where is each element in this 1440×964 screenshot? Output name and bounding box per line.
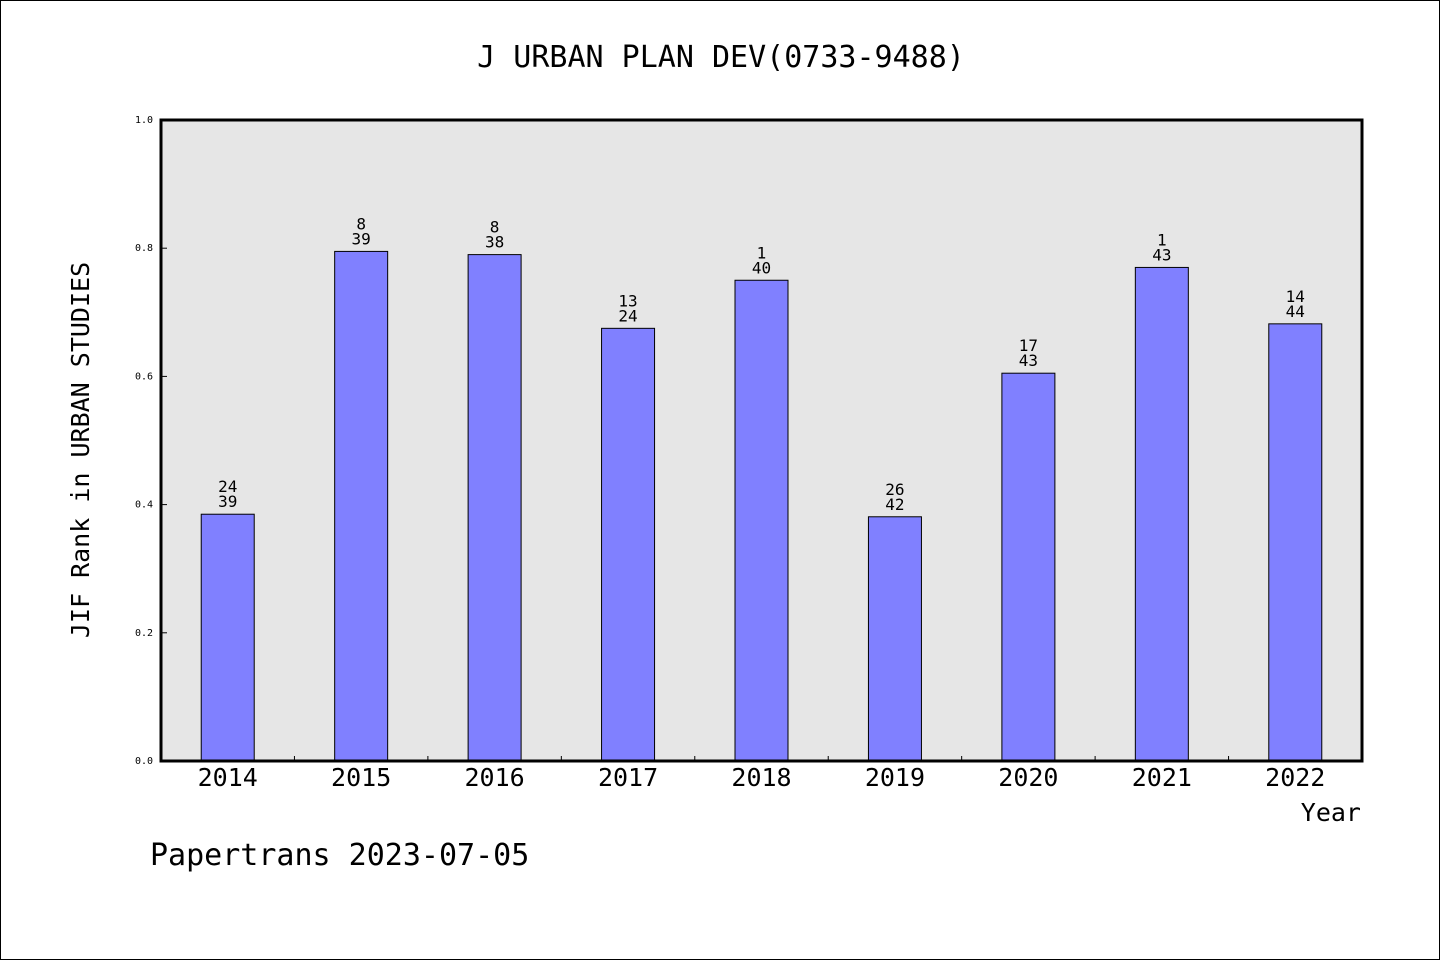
x-tick-label-2021: 2021 [1132,763,1192,792]
y-tick-label: 0.0 [135,756,153,767]
x-axis-label: Year [1301,798,1361,827]
bar-total-label-2014: 39 [218,492,237,511]
bar-2015 [334,250,389,762]
x-tick-label-2014: 2014 [198,763,258,792]
bar-rank-label-2021: 1 [1157,230,1167,249]
x-tick-label-2020: 2020 [998,763,1058,792]
bar-2018 [734,279,789,762]
plot-border [159,118,1364,763]
bar-rank-label-2018: 1 [757,243,767,262]
y-tick-label: 0.8 [135,243,153,254]
bar-total-label-2019: 42 [885,495,904,514]
y-tick-label: 0.6 [135,371,153,382]
y-tick-label: 0.2 [135,628,153,639]
chart-title: J URBAN PLAN DEV(0733-9488) [477,40,965,75]
bar-total-label-2018: 40 [752,258,771,277]
x-tick-label-2016: 2016 [465,763,525,792]
y-tick-label: 1.0 [135,115,153,126]
bar-rank-label-2014: 24 [218,477,237,496]
bar-2017 [601,327,656,762]
bar-2019 [867,516,922,762]
x-axis-ticks: 2014 2015 2016 2017 2018 2019 2020 2021 2022 [198,756,1325,792]
bar-2014 [200,513,255,762]
bar-2016 [467,254,522,762]
bar-rank-label-2015: 8 [356,214,366,233]
bar-2022 [1268,323,1323,762]
bar-2021 [1134,266,1189,762]
bar-rank-label-2020: 17 [1019,336,1038,355]
y-tick-label: 0.4 [135,500,153,511]
x-tick-label-2018: 2018 [731,763,791,792]
x-tick-label-2015: 2015 [331,763,391,792]
bar-2020 [1001,372,1056,762]
bar-total-label-2016: 38 [485,233,504,252]
x-tick-label-2019: 2019 [865,763,925,792]
bar-total-label-2015: 39 [352,229,371,248]
bar-total-label-2022: 44 [1286,302,1305,321]
bar-rank-label-2017: 13 [618,291,637,310]
bar-total-label-2020: 43 [1019,351,1038,370]
y-axis-label: JIF Rank in URBAN STUDIES [66,262,95,638]
x-tick-label-2017: 2017 [598,763,658,792]
bar-rank-label-2016: 8 [490,218,500,237]
bar-total-label-2021: 43 [1152,245,1171,264]
x-tick-label-2022: 2022 [1265,763,1325,792]
bar-rank-label-2019: 26 [885,480,904,499]
footer-credit: Papertrans 2023-07-05 [150,838,529,873]
bar-rank-label-2022: 14 [1286,287,1305,306]
bar-total-label-2017: 24 [618,306,637,325]
bar-group [200,250,1323,762]
